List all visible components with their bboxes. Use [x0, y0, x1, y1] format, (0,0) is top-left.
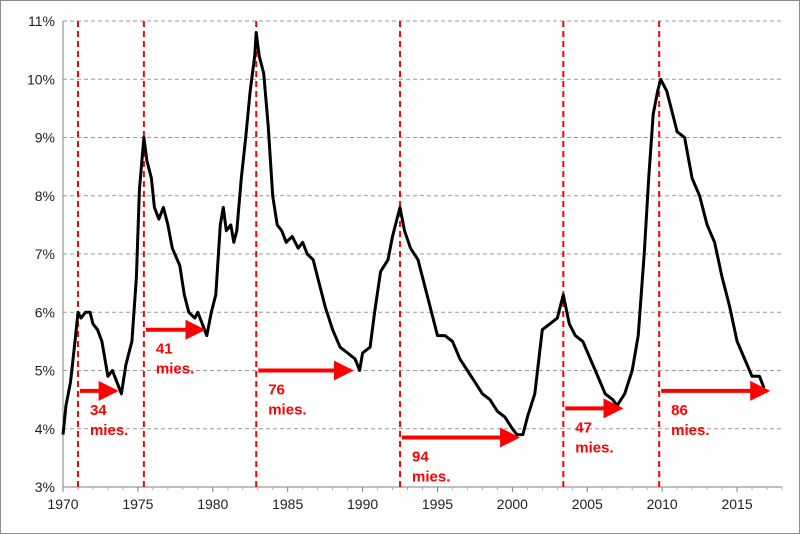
duration-unit-label: mies. — [575, 439, 613, 456]
duration-unit-label: mies. — [156, 361, 194, 378]
duration-value-label: 76 — [268, 382, 285, 399]
y-tick-label: 8% — [35, 188, 55, 204]
y-tick-label: 7% — [35, 246, 55, 262]
duration-unit-label: mies. — [268, 402, 306, 419]
y-tick-label: 6% — [35, 304, 55, 320]
duration-unit-label: mies. — [90, 422, 128, 439]
x-tick-label: 2005 — [572, 496, 603, 512]
x-tick-label: 1985 — [272, 496, 303, 512]
duration-value-label: 34 — [90, 402, 107, 419]
y-tick-label: 5% — [35, 363, 55, 379]
x-tick-label: 1980 — [197, 496, 228, 512]
x-tick-label: 1975 — [122, 496, 153, 512]
duration-value-label: 41 — [156, 341, 173, 358]
y-tick-label: 4% — [35, 421, 55, 437]
duration-value-label: 47 — [575, 419, 592, 436]
x-tick-label: 1970 — [47, 496, 78, 512]
y-tick-label: 9% — [35, 130, 55, 146]
duration-unit-label: mies. — [671, 422, 709, 439]
series — [61, 31, 766, 437]
peak-markers — [76, 21, 661, 487]
duration-unit-label: mies. — [412, 468, 450, 485]
y-tick-label: 3% — [35, 479, 55, 495]
y-tick-label: 11% — [28, 13, 55, 29]
x-tick-label: 2015 — [721, 496, 752, 512]
x-tick-label: 2010 — [647, 496, 678, 512]
x-tick-label: 2000 — [497, 496, 528, 512]
axes: 3% 4% 5% 6% 7% 8% 9% 10% 11% 1970 1975 1980 1985 1990… — [27, 13, 783, 512]
duration-value-label: 94 — [412, 448, 429, 465]
x-tick-label: 1995 — [422, 496, 453, 512]
x-tick-label: 1990 — [347, 496, 378, 512]
unemployment-series-line — [61, 31, 766, 437]
duration-value-label: 86 — [671, 402, 688, 419]
annotations: 34 mies. 41 mies. 76 mies. 94 mies. 47 mies. 86 mie… — [79, 319, 771, 485]
y-tick-label: 10% — [27, 71, 55, 87]
gridlines — [63, 20, 782, 430]
